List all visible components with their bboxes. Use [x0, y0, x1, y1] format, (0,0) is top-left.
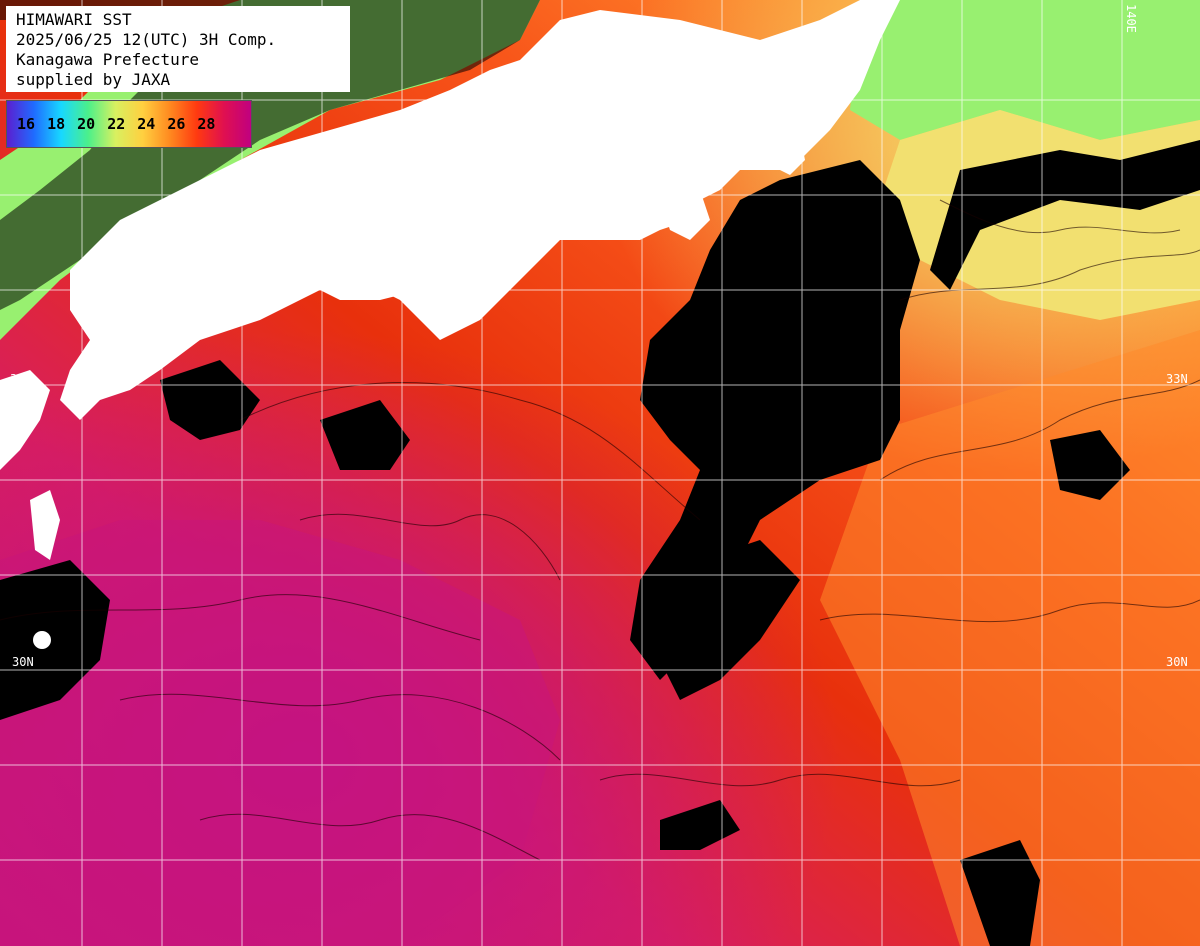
lon-label-140e: 140E — [1124, 4, 1138, 33]
temperature-legend: 16 18 20 22 24 26 28 — [6, 100, 252, 148]
product-datetime: 2025/06/25 12(UTC) 3H Comp. — [16, 30, 277, 49]
lat-label-30n-east: 30N — [1166, 655, 1188, 669]
legend-tick-20: 20 — [77, 115, 96, 133]
product-title: HIMAWARI SST — [16, 10, 132, 29]
legend-tick-16: 16 — [17, 115, 36, 133]
lat-label-30n-west: 30N — [12, 655, 34, 669]
lat-label-33n-east: 33N — [1166, 372, 1188, 386]
legend-color-bar — [7, 101, 251, 147]
product-provider: Kanagawa Prefecture — [16, 50, 200, 69]
lat-label-33n-west: 33N — [10, 372, 32, 386]
cool-offshore-water — [850, 0, 1200, 140]
legend-tick-labels: 16 18 20 22 24 26 28 — [17, 115, 215, 133]
legend-tick-26: 26 — [167, 115, 186, 133]
isotherm-contours — [0, 199, 1200, 861]
legend-tick-28: 28 — [197, 115, 216, 133]
product-credit: supplied by JAXA — [16, 70, 171, 89]
land — [0, 0, 900, 649]
legend-tick-24: 24 — [137, 115, 156, 133]
legend-tick-22: 22 — [107, 115, 126, 133]
magenta-water — [0, 520, 560, 946]
product-info-box: HIMAWARI SST 2025/06/25 12(UTC) 3H Comp.… — [6, 6, 350, 92]
legend-tick-18: 18 — [47, 115, 66, 133]
